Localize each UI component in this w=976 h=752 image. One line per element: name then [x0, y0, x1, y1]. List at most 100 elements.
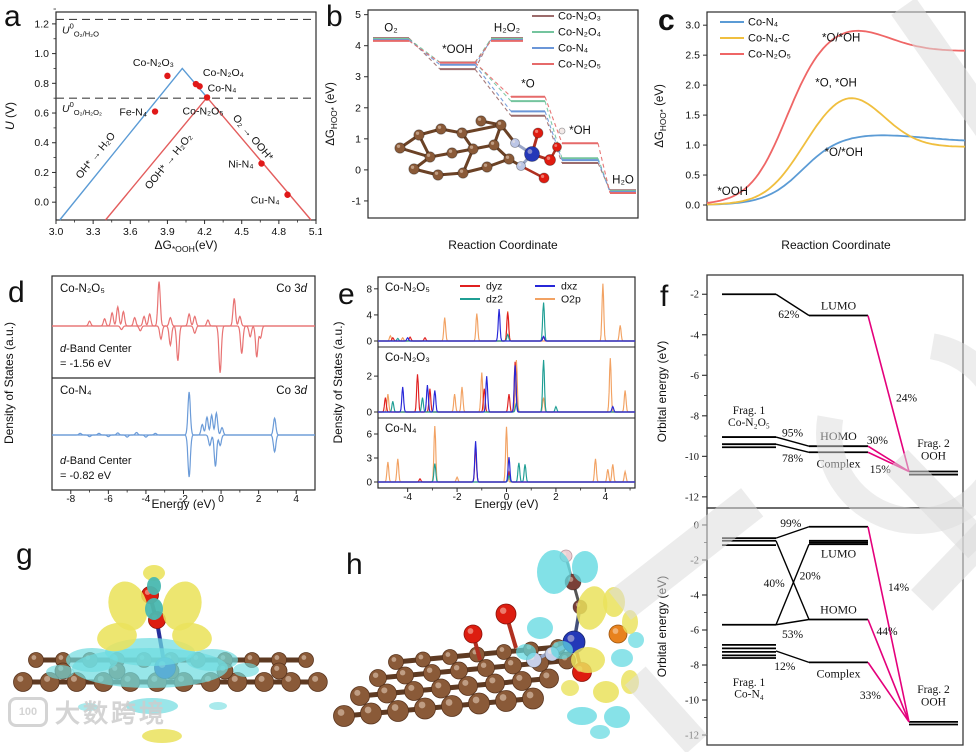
- panel-b-letter: b: [326, 0, 343, 33]
- panel-c-barrier-curves: c 0.0 0.5 1.0 1.5 2.0 2.5 3.0 *OOH *O/*OH *O, *OH…: [650, 0, 976, 258]
- svg-text:= -1.56 eV: = -1.56 eV: [60, 358, 112, 370]
- svg-text:4: 4: [603, 492, 609, 503]
- svg-text:Co-N₄: Co-N₄: [748, 17, 779, 29]
- svg-text:-6: -6: [690, 626, 699, 637]
- svg-text:0.0: 0.0: [34, 197, 49, 209]
- logo-text: 大数跨境: [55, 700, 168, 728]
- svg-text:Co-N₄: Co-N₄: [558, 43, 589, 55]
- svg-text:Complex: Complex: [817, 456, 861, 470]
- svg-text:0: 0: [366, 337, 372, 348]
- svg-text:-2: -2: [690, 290, 699, 301]
- svg-text:62%: 62%: [778, 309, 800, 321]
- svg-text:0: 0: [366, 478, 372, 489]
- svg-text:OOH: OOH: [921, 696, 946, 708]
- svg-text:3: 3: [366, 454, 372, 465]
- svg-text:4: 4: [366, 310, 372, 321]
- svg-text:-4: -4: [141, 494, 150, 505]
- reaction-coordinate-curves: 0.0 0.5 1.0 1.5 2.0 2.5 3.0 *OOH *O/*OH *O, *OH *O…: [650, 0, 976, 263]
- panel-d-dos-spin: d -8 -6 -4 -2 0 2 4 Co-N₂O₅ Co 3d d-Band Center = …: [0, 258, 330, 511]
- svg-text:Frag. 1: Frag. 1: [733, 405, 766, 417]
- svg-text:5: 5: [355, 9, 361, 21]
- panel-g-letter: g: [16, 538, 33, 571]
- dos-spin-svg: -8 -6 -4 -2 0 2 4 Co-N₂O₅ Co 3d d-Band Center = -1…: [2, 275, 316, 511]
- curves-svg: 0.0 0.5 1.0 1.5 2.0 2.5 3.0 *OOH *O/*OH *O, *OH *O…: [654, 11, 966, 252]
- svg-text:LUMO: LUMO: [821, 546, 857, 560]
- svg-text:3.0: 3.0: [49, 226, 64, 238]
- svg-text:1.5: 1.5: [685, 110, 700, 122]
- svg-text:*OOH: *OOH: [717, 186, 748, 198]
- svg-text:0.4: 0.4: [34, 137, 49, 149]
- svg-text:Density of States (a.u.): Density of States (a.u.): [331, 321, 345, 443]
- svg-text:-4: -4: [403, 492, 412, 503]
- svg-text:0.5: 0.5: [685, 170, 700, 182]
- free-energy-diagram: -1 0 1 2 3 4 5 O₂ *OOH H₂O₂ *O *OH H₂O Co-N₂O₃ Co-N₂O₄…: [322, 0, 650, 263]
- dos-spin-plot: -8 -6 -4 -2 0 2 4 Co-N₂O₅ Co 3d d-Band Center = -1…: [0, 258, 330, 515]
- svg-text:95%: 95%: [782, 428, 804, 440]
- svg-text:53%: 53%: [782, 629, 804, 641]
- molecule-render-side: [0, 510, 330, 752]
- svg-text:Co-N₄-C: Co-N₄-C: [748, 33, 790, 45]
- svg-text:24%: 24%: [896, 392, 918, 404]
- svg-text:8: 8: [366, 284, 372, 295]
- svg-text:HOMO: HOMO: [820, 602, 857, 616]
- svg-text:-12: -12: [685, 492, 699, 503]
- svg-text:5.1: 5.1: [309, 226, 322, 238]
- energy-diagram-svg: -1 0 1 2 3 4 5 O₂ *OOH H₂O₂ *O *OH H₂O Co-N₂O₃ Co-N₂O₄…: [325, 9, 639, 252]
- svg-text:30%: 30%: [867, 435, 889, 447]
- svg-text:dz2: dz2: [486, 294, 503, 306]
- panel-a-letter: a: [4, 0, 21, 33]
- volcano-plot-svg: 3.0 3.3 3.6 3.9 4.2 4.5 4.8 5.1 0.0 0.2 0.4 0.6 0.8 1…: [3, 8, 323, 254]
- svg-text:Co-N₄: Co-N₄: [734, 688, 764, 700]
- svg-text:1.2: 1.2: [34, 18, 49, 30]
- panel-e-dos-orbitals: e -4 -2 0 2 4 0 4 8 Co-N₂O₅ 0 2 Co-N₂O₃ 0 3 6 Co-N₄ dyz d…: [330, 258, 660, 511]
- svg-text:*O/*OH: *O/*OH: [825, 147, 863, 159]
- svg-text:= -0.82 eV: = -0.82 eV: [60, 470, 112, 482]
- svg-text:4.5: 4.5: [234, 226, 249, 238]
- svg-text:-2: -2: [690, 555, 699, 566]
- svg-text:OOH: OOH: [921, 450, 946, 462]
- svg-text:Co-N₂O₃: Co-N₂O₃: [133, 57, 174, 69]
- svg-text:dxz: dxz: [561, 281, 577, 293]
- panel-f-letter: f: [660, 280, 669, 313]
- svg-text:Co-N₂O₄: Co-N₂O₄: [203, 67, 244, 79]
- panel-h-letter: h: [346, 548, 363, 581]
- svg-text:3.9: 3.9: [160, 226, 175, 238]
- svg-text:Co-N₂O₅: Co-N₂O₅: [385, 282, 430, 294]
- svg-text:2: 2: [256, 494, 262, 505]
- svg-text:0: 0: [366, 408, 372, 419]
- svg-text:*OH: *OH: [569, 125, 591, 137]
- svg-text:-8: -8: [66, 494, 75, 505]
- svg-text:0: 0: [355, 164, 361, 176]
- svg-text:99%: 99%: [780, 518, 802, 530]
- svg-text:0.8: 0.8: [34, 78, 49, 90]
- svg-text:Co 3d: Co 3d: [276, 283, 307, 295]
- svg-text:-1: -1: [352, 195, 361, 207]
- svg-text:2: 2: [366, 372, 372, 383]
- svg-text:Co-N₄: Co-N₄: [60, 385, 92, 397]
- svg-text:d-Band Center: d-Band Center: [60, 455, 132, 467]
- svg-text:1: 1: [355, 133, 361, 145]
- dos-orbital-plot: -4 -2 0 2 4 0 4 8 Co-N₂O₅ 0 2 Co-N₂O₃ 0 3 6 Co-N₄ dyz dz2…: [330, 258, 660, 515]
- svg-text:Energy (eV): Energy (eV): [151, 497, 215, 510]
- svg-text:40%: 40%: [764, 578, 786, 590]
- svg-text:ΔG*OOH(eV): ΔG*OOH(eV): [154, 238, 217, 254]
- svg-text:dyz: dyz: [486, 281, 502, 293]
- svg-text:Co-N₂O₄: Co-N₂O₄: [558, 27, 601, 39]
- svg-text:2.0: 2.0: [685, 80, 700, 92]
- svg-text:-2: -2: [453, 492, 462, 503]
- svg-text:2: 2: [553, 492, 559, 503]
- svg-text:-6: -6: [690, 371, 699, 382]
- svg-text:Reaction Coordinate: Reaction Coordinate: [781, 238, 891, 252]
- svg-text:4.2: 4.2: [197, 226, 212, 238]
- dos-orbitals-svg: -4 -2 0 2 4 0 4 8 Co-N₂O₅ 0 2 Co-N₂O₃ 0 3 6 Co-N₄ dyzdz2…: [331, 276, 636, 511]
- svg-text:3: 3: [355, 71, 361, 83]
- svg-text:U (V): U (V): [3, 102, 17, 130]
- svg-text:0: 0: [504, 492, 510, 503]
- panel-b-free-energy-diagram: b -1 0 1 2 3 4 5 O₂ *OOH H₂O₂ *O *OH H₂O Co-N₂O₃ Co-N₂…: [322, 0, 650, 258]
- svg-text:Co-N₄: Co-N₄: [385, 423, 417, 435]
- svg-text:6: 6: [366, 430, 372, 441]
- svg-text:*O: *O: [521, 78, 534, 90]
- svg-text:4: 4: [293, 494, 299, 505]
- panel-g-isosurface-structure: g: [0, 510, 330, 752]
- svg-text:*O/*OH: *O/*OH: [822, 32, 860, 44]
